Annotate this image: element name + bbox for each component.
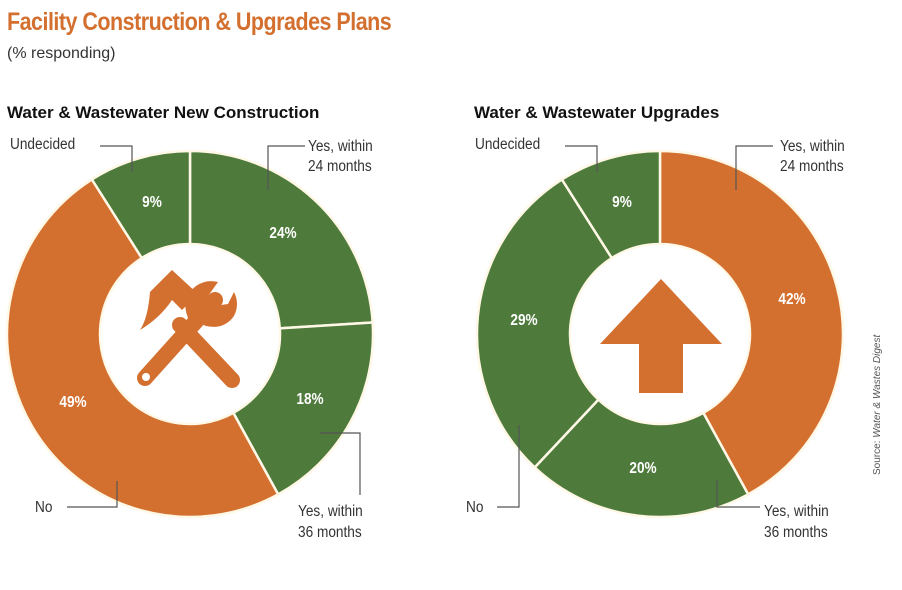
donut-slice xyxy=(532,397,750,519)
label-no-right: No xyxy=(466,499,484,516)
chart-title-upgrades: Water & Wastewater Upgrades xyxy=(474,103,720,122)
leader-lines-right xyxy=(497,145,773,508)
donut-slice xyxy=(231,321,375,497)
donut-slice xyxy=(560,149,662,260)
donut-upgrades xyxy=(475,149,845,519)
up-arrow-icon xyxy=(600,279,722,393)
label-yes24-right-line2: 24 months xyxy=(780,158,844,175)
label-yes36-right-line2: 36 months xyxy=(764,524,828,541)
source-note: Source: Water & Wastes Digest xyxy=(872,334,883,475)
page-subtitle: (% responding) xyxy=(7,45,116,62)
label-undecided-left: Undecided xyxy=(10,136,76,153)
label-yes36-left-line2: 36 months xyxy=(298,524,362,541)
label-yes24-right-line1: Yes, within xyxy=(780,138,845,155)
slice-percent-label: 9% xyxy=(142,193,162,211)
leader-lines-left xyxy=(67,145,361,508)
label-yes24-left-line2: 24 months xyxy=(308,158,372,175)
slice-percent-label: 24% xyxy=(269,225,298,243)
donut-slice xyxy=(475,177,614,470)
chart-title-new-construction: Water & Wastewater New Construction xyxy=(7,103,320,122)
label-undecided-right: Undecided xyxy=(475,136,541,153)
slice-percent-label: 42% xyxy=(778,291,806,309)
donut-slice xyxy=(90,149,192,260)
label-yes36-left-line1: Yes, within xyxy=(298,503,363,520)
slice-percent-label: 20% xyxy=(629,460,657,478)
donut-slice xyxy=(188,149,374,330)
slice-percent-label: 29% xyxy=(510,312,538,330)
donut-slice xyxy=(658,149,845,497)
page-title: Facility Construction & Upgrades Plans xyxy=(7,8,392,36)
donut-slice xyxy=(5,177,280,519)
hammer-wrench-icon xyxy=(137,270,240,388)
label-no-left: No xyxy=(35,499,53,516)
label-yes36-right-line1: Yes, within xyxy=(764,503,829,520)
slice-percent-label: 9% xyxy=(612,193,632,211)
slice-percent-label: 18% xyxy=(295,390,324,408)
slice-percent-label: 49% xyxy=(58,394,87,412)
label-yes24-left-line1: Yes, within xyxy=(308,138,373,155)
